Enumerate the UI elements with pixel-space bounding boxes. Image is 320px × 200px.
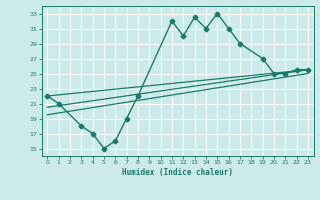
X-axis label: Humidex (Indice chaleur): Humidex (Indice chaleur) (122, 168, 233, 177)
